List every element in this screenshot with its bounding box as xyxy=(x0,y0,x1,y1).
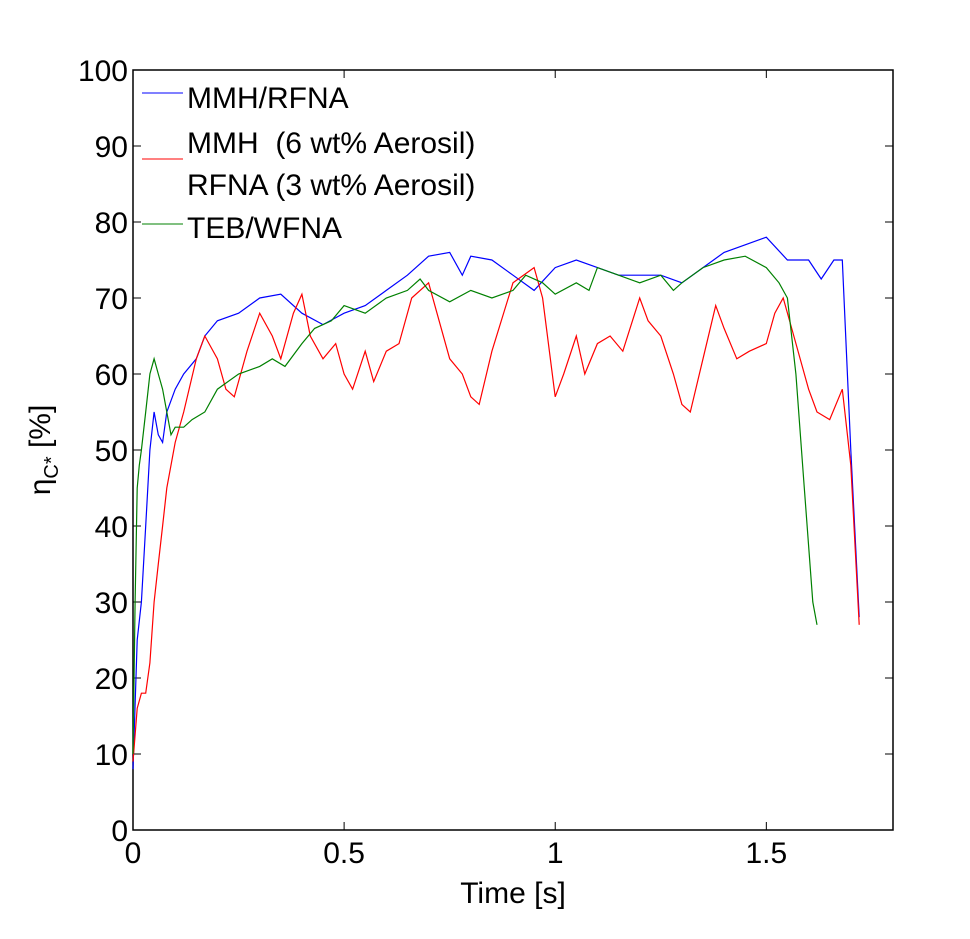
series-line-2 xyxy=(132,255,818,755)
legend: MMH/RFNA MMH (6 wt% Aerosil) RFNA (3 wt%… xyxy=(142,82,475,245)
y-tick-label: 20 xyxy=(95,663,128,696)
y-tick-label: 90 xyxy=(95,131,128,164)
y-tick-label: 50 xyxy=(95,435,128,468)
y-tick-label: 30 xyxy=(95,587,128,620)
y-tick-label: 40 xyxy=(95,511,128,544)
legend-label-teb-wfna: TEB/WFNA xyxy=(187,212,342,245)
y-tick-label: 80 xyxy=(95,207,128,240)
y-tick-label: 0 xyxy=(111,815,128,848)
series-line-0 xyxy=(132,236,860,770)
y-tick-label: 60 xyxy=(95,359,128,392)
x-axis-label: Time [s] xyxy=(460,877,566,910)
x-tick-label: 1 xyxy=(547,837,564,870)
y-tick-label: 100 xyxy=(78,55,128,88)
y-tick-label: 70 xyxy=(95,283,128,316)
legend-label-rfna-aerosil: RFNA (3 wt% Aerosil) xyxy=(187,169,475,202)
x-tick-label: 0.5 xyxy=(323,837,365,870)
series-line-1 xyxy=(132,266,860,762)
legend-label-mmh-rfna: MMH/RFNA xyxy=(187,82,349,115)
x-tick-label: 1.5 xyxy=(745,837,787,870)
plot-area xyxy=(132,69,894,831)
y-axis-label: ηC* [%] xyxy=(24,405,63,496)
x-tick-label: 0 xyxy=(125,837,142,870)
y-tick-label: 10 xyxy=(95,739,128,772)
legend-label-mmh-aerosil: MMH (6 wt% Aerosil) xyxy=(187,127,475,160)
